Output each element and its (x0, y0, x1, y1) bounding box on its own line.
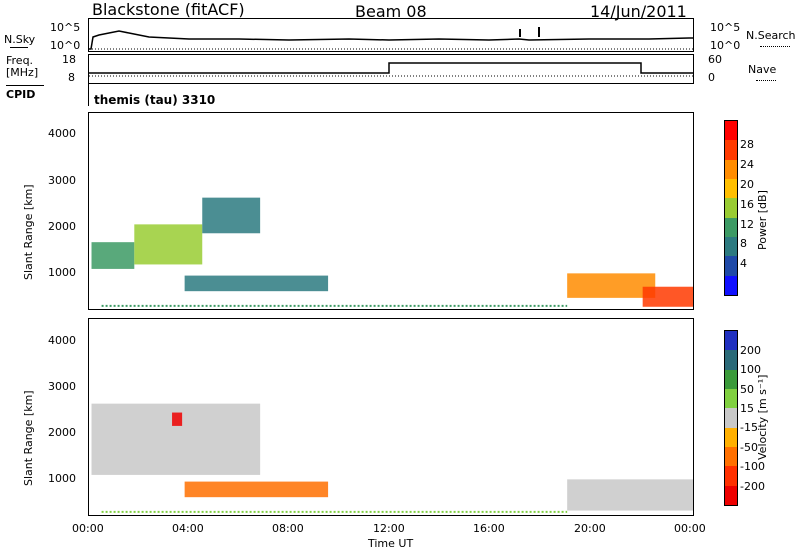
power-cbar-tick-20: 20 (740, 178, 754, 191)
velocity-ytick-1000: 1000 (48, 472, 76, 485)
velocity-cbar-tick-neg15: -15 (740, 421, 758, 434)
power-region (642, 286, 693, 307)
power-region (91, 242, 135, 269)
xtick-0: 00:00 (72, 522, 104, 535)
nave-label: Nave (748, 63, 777, 76)
xtick-6: 00:00 (674, 522, 706, 535)
power-cbar-tick-16: 16 (740, 198, 754, 211)
nsky-panel (88, 18, 694, 52)
xtick-4: 16:00 (473, 522, 505, 535)
power-ytick-3000: 3000 (48, 174, 76, 187)
power-cbar-tick-28: 28 (740, 138, 754, 151)
power-region (567, 273, 656, 298)
velocity-heatmap (91, 403, 693, 513)
power-colorbar (724, 120, 738, 296)
power-region (184, 275, 329, 292)
velocity-colorbar-segment (725, 427, 737, 447)
velocity-region (184, 481, 329, 498)
station-title: Blackstone (fitACF) (92, 0, 245, 19)
cpid-rule (6, 85, 44, 86)
velocity-colorbar-segment (725, 485, 737, 505)
power-cbar-tick-8: 8 (740, 237, 747, 250)
power-ytick-2000: 2000 (48, 220, 76, 233)
power-colorbar-segment (725, 275, 737, 295)
power-cbar-tick-24: 24 (740, 158, 754, 171)
cpid-label: CPID (6, 88, 36, 101)
power-colorbar-segment (725, 256, 737, 276)
power-colorbar-segment (725, 178, 737, 199)
velocity-colorbar-segment (725, 331, 737, 351)
nsky-tick-top: 10^5 (50, 21, 81, 34)
velocity-cbar-tick-100: 100 (740, 363, 761, 376)
power-ytick-1000: 1000 (48, 266, 76, 279)
velocity-colorbar-segment (725, 446, 737, 467)
velocity-cbar-tick-200: 200 (740, 344, 761, 357)
power-ylabel: Slant Range [km] (22, 184, 35, 280)
xtick-3: 12:00 (373, 522, 405, 535)
velocity-cbar-tick-50: 50 (740, 383, 754, 396)
freq-unit-label: [MHz] (6, 66, 39, 79)
freq-tick-bottom: 8 (68, 71, 75, 84)
velocity-colorbar (724, 330, 738, 506)
freq-panel (88, 54, 694, 84)
velocity-colorbar-segment (725, 388, 737, 409)
velocity-colorbar-segment (725, 350, 737, 370)
freq-tick-top: 18 (62, 53, 76, 66)
velocity-colorbar-segment (725, 369, 737, 389)
power-region (134, 224, 203, 265)
velocity-colorbar-segment (725, 466, 737, 486)
power-cbar-tick-4: 4 (740, 257, 747, 270)
velocity-cbar-tick-neg100: -100 (740, 460, 765, 473)
nave-legend-line (756, 80, 776, 81)
nsky-legend-line (10, 47, 28, 48)
velocity-cbar-tick-neg200: -200 (740, 480, 765, 493)
nsearch-tick-bottom: 10^0 (710, 39, 741, 52)
power-ytick-4000: 4000 (48, 127, 76, 140)
nsky-label: N.Sky (4, 33, 36, 46)
freq-label: Freq. (6, 54, 34, 67)
power-colorbar-segment (725, 140, 737, 160)
nave-tick-top: 60 (708, 53, 722, 66)
power-colorbar-segment (725, 217, 737, 237)
cpid-marker (88, 84, 89, 106)
velocity-ylabel: Slant Range [km] (22, 390, 35, 486)
power-heatmap (91, 197, 693, 307)
velocity-cbar-tick-15: 15 (740, 402, 754, 415)
nave-tick-bottom: 0 (708, 71, 715, 84)
xtick-5: 20:00 (574, 522, 606, 535)
beam-title: Beam 08 (355, 2, 427, 21)
velocity-ytick-4000: 4000 (48, 334, 76, 347)
velocity-region (172, 412, 183, 426)
nsearch-label: N.Search (746, 29, 796, 42)
nsky-tick-bottom: 10^0 (50, 39, 81, 52)
velocity-ytick-2000: 2000 (48, 426, 76, 439)
freq-trace (89, 62, 693, 77)
nsearch-legend-line (760, 46, 790, 47)
velocity-panel-frame (88, 318, 694, 516)
date-title: 14/Jun/2011 (590, 2, 687, 21)
power-region (202, 197, 261, 234)
power-colorbar-segment (725, 121, 737, 141)
xaxis-label: Time UT (368, 537, 414, 550)
cpid-value: themis (tau) 3310 (94, 93, 216, 107)
power-cbar-tick-12: 12 (740, 218, 754, 231)
xtick-2: 08:00 (272, 522, 304, 535)
power-colorbar-segment (725, 159, 737, 179)
power-colorbar-label: Power [dB] (756, 190, 769, 250)
nsky-trace (89, 27, 693, 50)
nsearch-tick-top: 10^5 (710, 21, 741, 34)
velocity-cbar-tick-neg50: -50 (740, 441, 758, 454)
velocity-ytick-3000: 3000 (48, 380, 76, 393)
velocity-colorbar-segment (725, 408, 737, 428)
power-panel-frame (88, 112, 694, 310)
power-colorbar-segment (725, 236, 737, 257)
velocity-region (567, 479, 693, 511)
xtick-1: 04:00 (172, 522, 204, 535)
power-colorbar-segment (725, 198, 737, 218)
